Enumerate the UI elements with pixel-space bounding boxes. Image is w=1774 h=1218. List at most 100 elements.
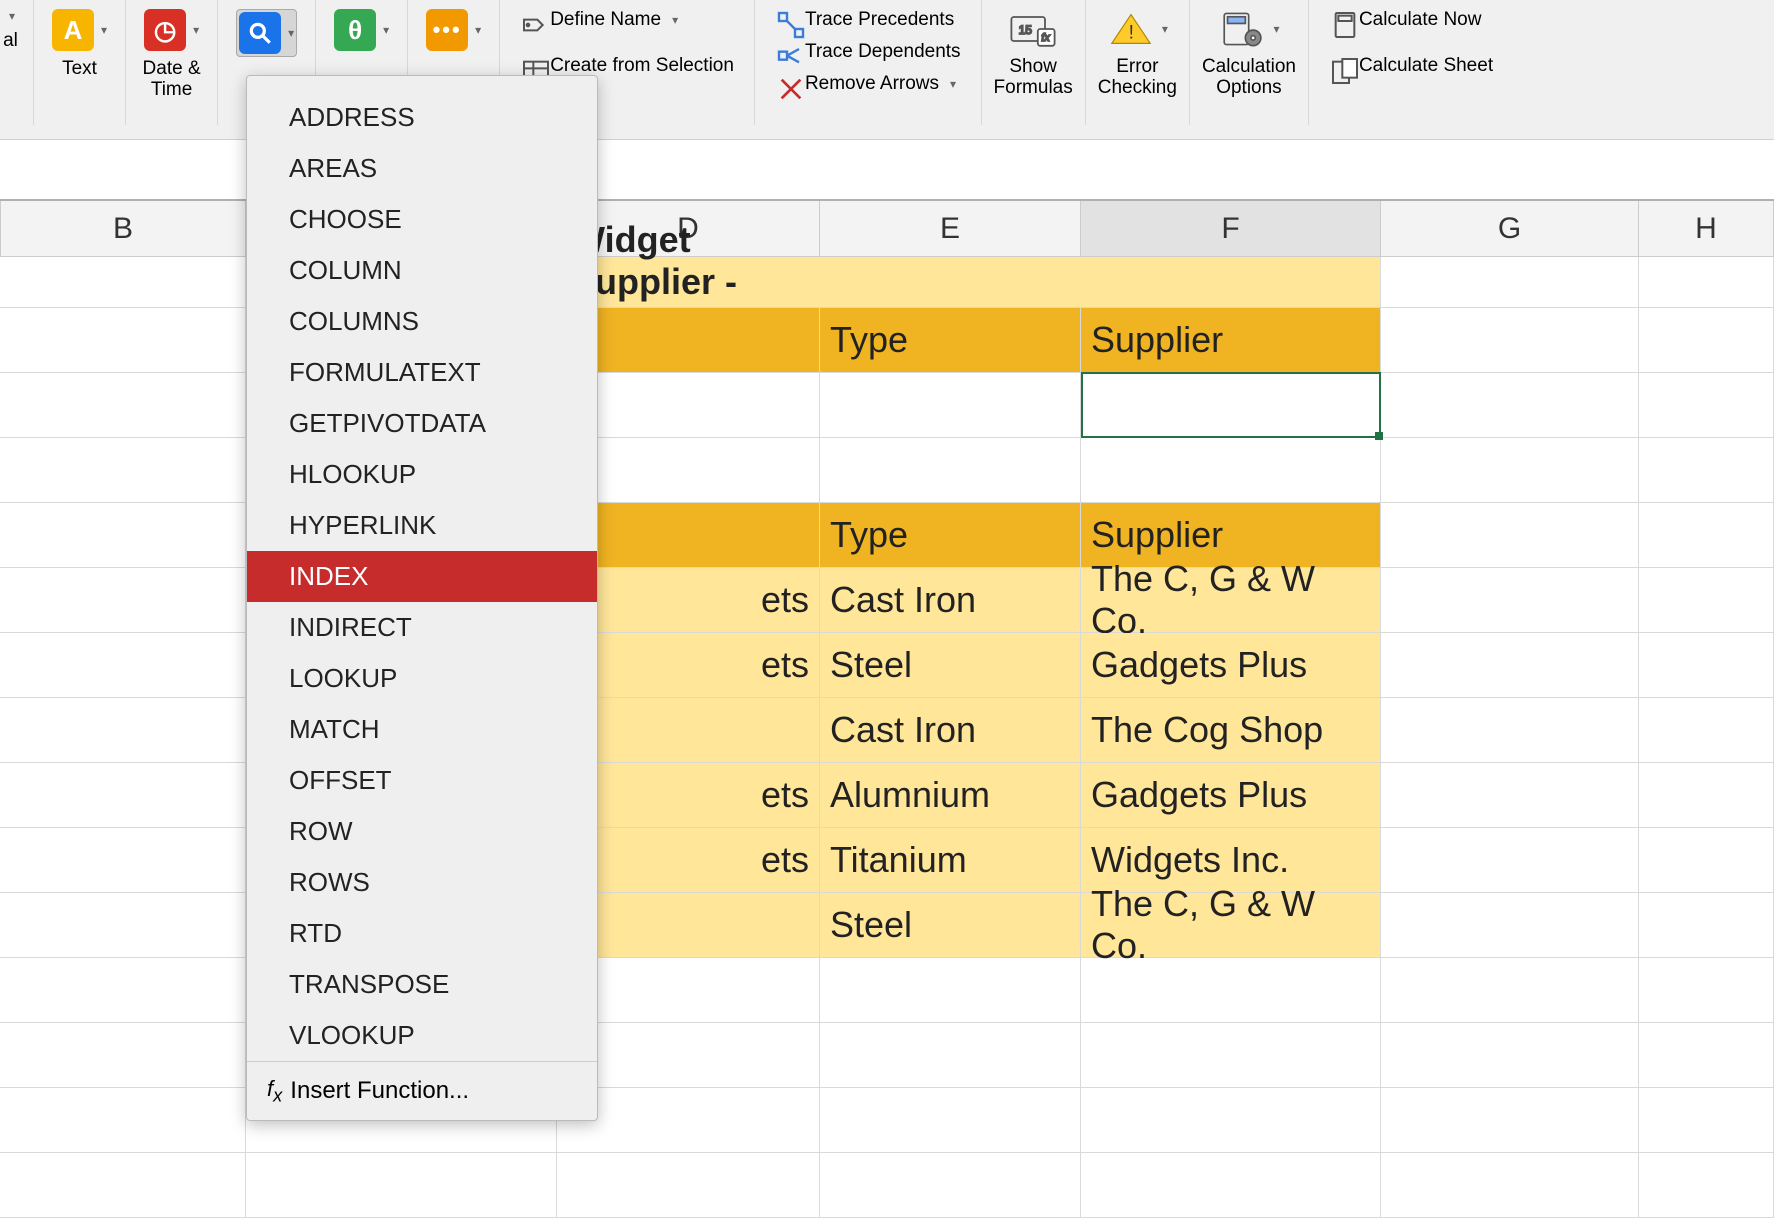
cell[interactable] <box>1081 257 1381 307</box>
cell[interactable] <box>1381 828 1639 892</box>
remove-arrows-button[interactable]: Remove Arrows ▾ <box>767 69 969 99</box>
cell[interactable] <box>0 373 246 437</box>
dropdown-item-match[interactable]: MATCH <box>247 704 597 755</box>
cell[interactable] <box>820 257 1081 307</box>
dropdown-item-offset[interactable]: OFFSET <box>247 755 597 806</box>
table-cell[interactable]: Alumnium <box>820 763 1081 827</box>
cell[interactable] <box>0 828 246 892</box>
table-cell[interactable]: Cast Iron <box>820 698 1081 762</box>
cell[interactable] <box>1381 438 1639 502</box>
trace-precedents-button[interactable]: Trace Precedents <box>767 5 969 35</box>
table-cell[interactable]: Steel <box>820 633 1081 697</box>
cell[interactable] <box>0 568 246 632</box>
dropdown-item-indirect[interactable]: INDIRECT <box>247 602 597 653</box>
tag-icon <box>520 9 542 31</box>
cell[interactable] <box>1381 373 1639 437</box>
cell[interactable] <box>1639 633 1774 697</box>
cell[interactable] <box>1081 438 1381 502</box>
cell[interactable] <box>820 438 1081 502</box>
header-type[interactable]: Type <box>820 308 1081 372</box>
cell[interactable] <box>0 633 246 697</box>
math-button[interactable]: θ ▾ <box>328 5 395 55</box>
dropdown-item-columns[interactable]: COLUMNS <box>247 296 597 347</box>
dropdown-item-rows[interactable]: ROWS <box>247 857 597 908</box>
cell[interactable] <box>1639 373 1774 437</box>
date-time-button[interactable]: ◷ ▾ <box>138 5 205 55</box>
cell[interactable] <box>1639 438 1774 502</box>
chevron-down-icon: ▾ <box>193 23 199 37</box>
trace-dependents-button[interactable]: Trace Dependents <box>767 37 969 67</box>
show-formulas-button[interactable]: 15fx <box>1003 5 1063 53</box>
dropdown-item-row[interactable]: ROW <box>247 806 597 857</box>
dropdown-item-vlookup[interactable]: VLOOKUP <box>247 1010 597 1061</box>
cell[interactable] <box>1381 698 1639 762</box>
dropdown-item-hlookup[interactable]: HLOOKUP <box>247 449 597 500</box>
calculator-sheet-icon <box>1329 55 1351 77</box>
table-cell[interactable]: The C, G & W Co. <box>1081 568 1381 632</box>
cell[interactable] <box>1381 893 1639 957</box>
cell[interactable] <box>0 893 246 957</box>
chevron-down-icon: ▾ <box>672 13 678 27</box>
calculate-now-button[interactable]: Calculate Now <box>1321 5 1490 35</box>
cell[interactable] <box>0 503 246 567</box>
chevron-down-icon: ▾ <box>1162 22 1168 36</box>
cell[interactable] <box>0 438 246 502</box>
cell[interactable] <box>1381 257 1639 307</box>
cell[interactable] <box>0 257 246 307</box>
cell[interactable] <box>1639 698 1774 762</box>
cell[interactable] <box>1639 308 1774 372</box>
more-functions-button[interactable]: ••• ▾ <box>420 5 487 55</box>
table-cell[interactable]: Steel <box>820 893 1081 957</box>
fx-icon: fx <box>267 1076 282 1106</box>
dropdown-item-column[interactable]: COLUMN <box>247 245 597 296</box>
col-header-G[interactable]: G <box>1381 201 1639 256</box>
dropdown-item-lookup[interactable]: LOOKUP <box>247 653 597 704</box>
col-header-H[interactable]: H <box>1639 201 1774 256</box>
col-header-E[interactable]: E <box>820 201 1081 256</box>
calculator-gear-icon <box>1218 9 1266 49</box>
table-cell[interactable]: Cast Iron <box>820 568 1081 632</box>
cell[interactable] <box>0 763 246 827</box>
selected-cell[interactable] <box>1081 373 1381 437</box>
calculation-options-button[interactable]: ▾ <box>1212 5 1285 53</box>
cell[interactable] <box>0 308 246 372</box>
col-header-B[interactable]: B <box>0 201 246 256</box>
dropdown-item-rtd[interactable]: RTD <box>247 908 597 959</box>
dropdown-item-hyperlink[interactable]: HYPERLINK <box>247 500 597 551</box>
dropdown-item-formulatext[interactable]: FORMULATEXT <box>247 347 597 398</box>
dropdown-item-address[interactable]: ADDRESS <box>247 92 597 143</box>
cell[interactable] <box>1639 763 1774 827</box>
cell[interactable] <box>820 373 1081 437</box>
table-cell[interactable]: Gadgets Plus <box>1081 763 1381 827</box>
cell[interactable] <box>1639 257 1774 307</box>
cell[interactable] <box>0 698 246 762</box>
dropdown-item-areas[interactable]: AREAS <box>247 143 597 194</box>
cell[interactable] <box>1639 503 1774 567</box>
cell[interactable] <box>1381 633 1639 697</box>
define-name-button[interactable]: Define Name ▾ <box>512 5 686 35</box>
error-checking-button[interactable]: ! ▾ <box>1101 5 1174 53</box>
header2-type[interactable]: Type <box>820 503 1081 567</box>
cell[interactable] <box>1639 893 1774 957</box>
insert-function-button[interactable]: fx Insert Function... <box>247 1061 597 1120</box>
col-header-F[interactable]: F <box>1081 201 1381 256</box>
dropdown-item-choose[interactable]: CHOOSE <box>247 194 597 245</box>
cell[interactable] <box>1381 568 1639 632</box>
text-function-button[interactable]: A ▾ <box>46 5 113 55</box>
dropdown-item-index[interactable]: INDEX <box>247 551 597 602</box>
ribbon-btn-partial[interactable]: ▾ <box>0 5 21 27</box>
cell[interactable] <box>1381 308 1639 372</box>
dropdown-item-getpivotdata[interactable]: GETPIVOTDATA <box>247 398 597 449</box>
lookup-button[interactable]: ▾ <box>230 5 303 61</box>
dropdown-item-transpose[interactable]: TRANSPOSE <box>247 959 597 1010</box>
table-cell[interactable]: The Cog Shop <box>1081 698 1381 762</box>
cell[interactable] <box>1639 828 1774 892</box>
table-cell[interactable]: The C, G & W Co. <box>1081 893 1381 957</box>
cell[interactable] <box>1381 503 1639 567</box>
table-cell[interactable]: Gadgets Plus <box>1081 633 1381 697</box>
calculate-sheet-button[interactable]: Calculate Sheet <box>1321 51 1501 81</box>
cell[interactable] <box>1381 763 1639 827</box>
table-cell[interactable]: Titanium <box>820 828 1081 892</box>
header-supplier[interactable]: Supplier <box>1081 308 1381 372</box>
cell[interactable] <box>1639 568 1774 632</box>
